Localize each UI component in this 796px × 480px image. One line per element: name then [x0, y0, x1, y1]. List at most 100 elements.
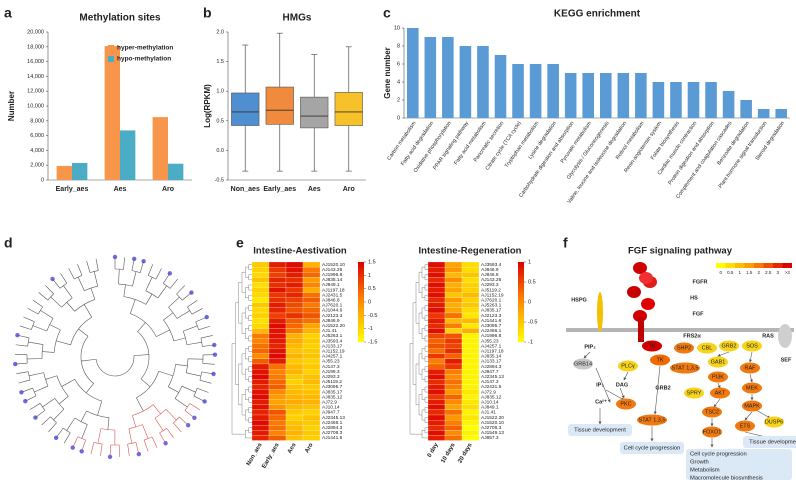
heatmap-cell	[461, 430, 480, 436]
row-label: AJ2431.5	[481, 384, 502, 390]
bar	[442, 37, 454, 118]
tree-branch	[166, 428, 174, 439]
heatmap-cell	[285, 282, 304, 288]
tree-branch	[198, 325, 211, 331]
dendrogram	[424, 396, 428, 403]
row-label: AJ143.26	[322, 267, 343, 273]
dendrogram	[424, 284, 428, 291]
tree-branch	[50, 296, 62, 308]
heatmap-cell	[444, 435, 463, 441]
row-label: AJ1152.19	[481, 292, 504, 298]
bar	[687, 82, 700, 118]
heatmap-cell	[302, 394, 321, 400]
tree-branch	[41, 416, 51, 426]
column-label: Non_aes	[246, 442, 264, 467]
heatmap-cell	[302, 282, 321, 288]
heatmap-cell	[285, 363, 304, 370]
heatmap-cell	[268, 338, 287, 344]
bar	[56, 165, 72, 180]
legend-swatch	[108, 45, 114, 51]
column-label: 10 days	[440, 442, 457, 465]
row-label: AJ3593.4	[322, 338, 343, 344]
tree-branch	[107, 417, 110, 430]
panel-letter: b	[203, 5, 212, 21]
heatmap-cell	[444, 272, 463, 278]
tree-branch	[89, 270, 99, 273]
dendrogram	[245, 287, 249, 298]
tree-branch	[53, 408, 65, 421]
heatmap-cell	[444, 277, 463, 283]
bar	[72, 162, 88, 180]
column-label: 20 days	[457, 442, 474, 465]
heatmap-cell	[285, 394, 304, 400]
row-label: AJ846.9	[322, 318, 340, 324]
heatmap-cell	[268, 282, 287, 288]
heatmap-cell	[444, 404, 463, 410]
pathway-label: Cell cycle progression	[624, 446, 681, 452]
heatmap-cell	[444, 369, 463, 375]
pathway-label: TK	[656, 357, 663, 363]
legend-cell	[763, 263, 773, 268]
heatmap-cell	[268, 348, 287, 354]
heatmap-cell	[461, 338, 480, 344]
scale-tick-label: -1	[368, 326, 373, 332]
heatmap-cell	[444, 307, 463, 314]
arrow	[744, 411, 753, 421]
x-tick-label: Fatty acid metabolism	[453, 120, 488, 166]
heatmap-cell	[444, 323, 463, 329]
pathway-label: Growth	[690, 460, 709, 466]
pathway-label: Ca²⁺	[595, 398, 607, 405]
bar	[564, 73, 577, 118]
heatmap-cell	[461, 409, 480, 416]
receptor	[639, 272, 653, 284]
y-tick-label: 4,000	[30, 148, 44, 154]
tree-branch	[56, 340, 71, 346]
heatmap-cell	[285, 333, 304, 339]
pathway-label: PI3K	[712, 374, 724, 380]
heatmap-cell	[268, 430, 287, 436]
tree-branch	[181, 385, 196, 393]
heatmap-cell	[302, 430, 321, 436]
heatmap-cell	[251, 312, 270, 319]
pathway-label: MAPK	[744, 403, 760, 409]
dendrogram	[424, 345, 428, 352]
tree-branch	[55, 427, 64, 438]
tree-branch	[152, 404, 161, 415]
heatmap-cell	[427, 358, 446, 365]
y-tick-label: 8	[397, 43, 400, 49]
tree-branch	[90, 442, 95, 455]
heatmap-cell	[444, 338, 463, 344]
pathway-title: FGF signaling pathway	[628, 246, 733, 257]
dendrogram	[424, 315, 428, 321]
dendrogram	[248, 284, 252, 291]
heatmap-cell	[302, 312, 321, 319]
heatmap-cell	[427, 261, 446, 268]
tree-branch	[132, 415, 137, 428]
box	[300, 96, 329, 129]
heatmap-cell	[302, 297, 321, 303]
tree-branch	[86, 410, 110, 419]
x-tick-label: Aes	[308, 186, 321, 193]
y-tick-label: 12,000	[27, 89, 44, 95]
pathway-label: ETS	[740, 423, 751, 429]
heatmap-cell	[285, 374, 304, 380]
heatmap-cell	[268, 328, 287, 334]
tree-branch	[185, 358, 189, 373]
hspg	[597, 292, 603, 332]
tree-branch	[179, 416, 189, 426]
dendrogram	[241, 272, 246, 293]
heatmap-cell	[427, 399, 446, 405]
heatmap-cell	[251, 282, 270, 288]
heatmap-cell	[461, 374, 480, 380]
heatmap-cell	[285, 297, 304, 303]
dendrogram	[424, 264, 428, 270]
row-label: AJ10.14	[481, 400, 499, 406]
legend-label: 1	[738, 270, 741, 275]
dendrogram	[248, 427, 252, 434]
bar	[775, 109, 788, 118]
dendrogram	[421, 348, 425, 360]
heatmap-cell	[251, 358, 270, 365]
tree-branch	[77, 436, 86, 441]
tree-branch	[187, 299, 198, 308]
tree-branch	[191, 308, 203, 315]
